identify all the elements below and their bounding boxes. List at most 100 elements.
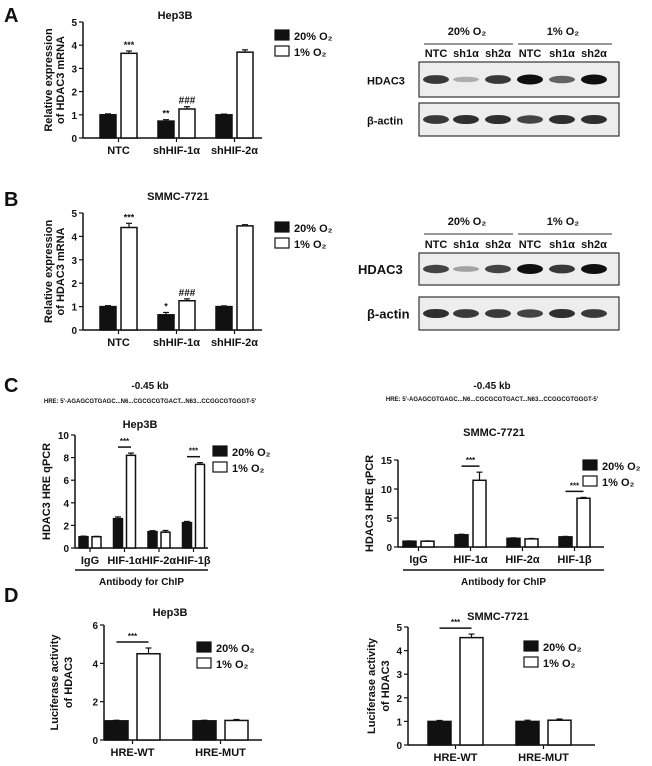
y-axis-label: Luciferase activity [366, 637, 378, 734]
y-tick-label: 0 [71, 134, 77, 145]
y-tick-label: 5 [396, 623, 402, 634]
x-tick-label: HIF-2α [142, 555, 177, 567]
x-axis-label: Antibody for ChIP [99, 577, 184, 588]
x-tick-label: HRE-MUT [518, 752, 569, 764]
bar [524, 538, 539, 548]
significance-marker: ** [162, 109, 170, 119]
bar [136, 653, 161, 741]
blot-band [549, 264, 575, 274]
chart-title: Hep3B [123, 419, 158, 431]
blot-band [453, 114, 479, 125]
blot-band [581, 309, 607, 318]
chart-title: Hep3B [153, 607, 188, 619]
blot-group-label: 20% O₂ [448, 216, 487, 228]
blot-band [581, 264, 607, 274]
bar [459, 636, 484, 746]
legend-swatch-normoxia [523, 640, 539, 652]
bar [160, 531, 171, 549]
x-tick-label: HIF-1β [176, 555, 211, 567]
y-tick-label: 1 [71, 111, 77, 122]
bar [427, 720, 452, 746]
blot-band [517, 74, 543, 85]
y-axis-label: HDAC3 HRE qPCR [364, 455, 376, 552]
x-tick-label: shHIF-2α [211, 337, 258, 349]
bar [236, 51, 254, 139]
blot-band [485, 114, 511, 125]
blot-band [581, 74, 607, 85]
significance-marker: *** [189, 447, 199, 456]
y-tick-label: 1 [71, 303, 77, 314]
bar [506, 537, 521, 548]
blot-band [453, 309, 479, 318]
blot-band [423, 75, 449, 84]
legend-swatch-hypoxia [523, 656, 539, 668]
x-axis-label: Antibody for ChIP [461, 577, 546, 588]
y-tick-label: 15 [381, 456, 393, 467]
x-tick-label: HIF-1β [557, 554, 592, 566]
legend-swatch-hypoxia [196, 657, 212, 669]
y-tick-label: 4 [71, 232, 77, 243]
y-tick-label: 4 [71, 41, 77, 52]
hre-position: -0.45 kb [131, 381, 168, 392]
panel-label: C [4, 375, 18, 397]
blot-band [517, 309, 543, 318]
significance-marker: *** [124, 212, 135, 222]
blot-band [423, 264, 449, 274]
legend-swatch-hypoxia [274, 45, 290, 57]
y-tick-label: 6 [92, 621, 98, 632]
bar [515, 720, 540, 746]
y-axis-label: of HDAC3 mRNA [55, 36, 67, 124]
blot-band [423, 308, 449, 319]
significance-marker: ### [179, 288, 196, 299]
legend-swatch-normoxia [274, 29, 290, 41]
significance-marker: ### [179, 96, 196, 107]
bar [420, 540, 435, 548]
x-tick-label: NTC [107, 145, 130, 157]
bar [178, 300, 196, 331]
bar [157, 314, 175, 331]
hre-sequence: HRE: 5'-AGAGCGTGAGC...N6...CGCGCGTGACT..… [44, 399, 257, 405]
blot-group-label: 20% O₂ [448, 26, 487, 38]
bar [194, 463, 206, 549]
bar [157, 120, 175, 139]
bar [181, 521, 193, 549]
legend-label-normoxia: 20% O₂ [294, 31, 333, 43]
y-axis-label: of HDAC3 mRNA [55, 227, 67, 315]
legend-label-hypoxia: 1% O₂ [294, 239, 327, 251]
bar [99, 114, 117, 139]
blot-group-label: 1% O₂ [547, 26, 580, 38]
blot-band [517, 115, 543, 124]
y-axis-label: of HDAC3 [63, 657, 75, 708]
chart-title: Hep3B [158, 10, 193, 22]
bar [224, 719, 249, 741]
x-tick-label: HRE-WT [434, 752, 478, 764]
y-axis-label: Relative expression [43, 28, 55, 132]
bar [120, 226, 138, 331]
y-tick-label: 8 [63, 454, 69, 465]
legend-swatch-normoxia [212, 445, 228, 457]
x-tick-label: NTC [107, 337, 130, 349]
bar [454, 534, 469, 548]
legend-label-hypoxia: 1% O₂ [543, 658, 576, 670]
chart-title: SMMC-7721 [147, 191, 209, 203]
blot-lane-label: sh1α [453, 48, 479, 60]
y-axis-label: Luciferase activity [49, 634, 61, 731]
y-tick-label: 2 [71, 88, 77, 99]
bar [78, 535, 89, 549]
bar [558, 536, 573, 548]
blot-lane-label: sh2α [485, 48, 511, 60]
blot-band [485, 309, 511, 318]
legend-swatch-hypoxia [582, 475, 598, 487]
legend-label-normoxia: 20% O₂ [602, 461, 641, 473]
legend-swatch-hypoxia [212, 461, 228, 473]
significance-marker: *** [124, 40, 135, 50]
blot-band [549, 308, 575, 319]
bar [120, 52, 138, 139]
y-tick-label: 1 [396, 717, 402, 728]
legend-label-normoxia: 20% O₂ [216, 643, 255, 655]
blot-band [423, 115, 449, 124]
significance-marker: *** [451, 618, 461, 627]
y-tick-label: 0 [71, 326, 77, 337]
blot-lane-label: NTC [519, 239, 542, 251]
